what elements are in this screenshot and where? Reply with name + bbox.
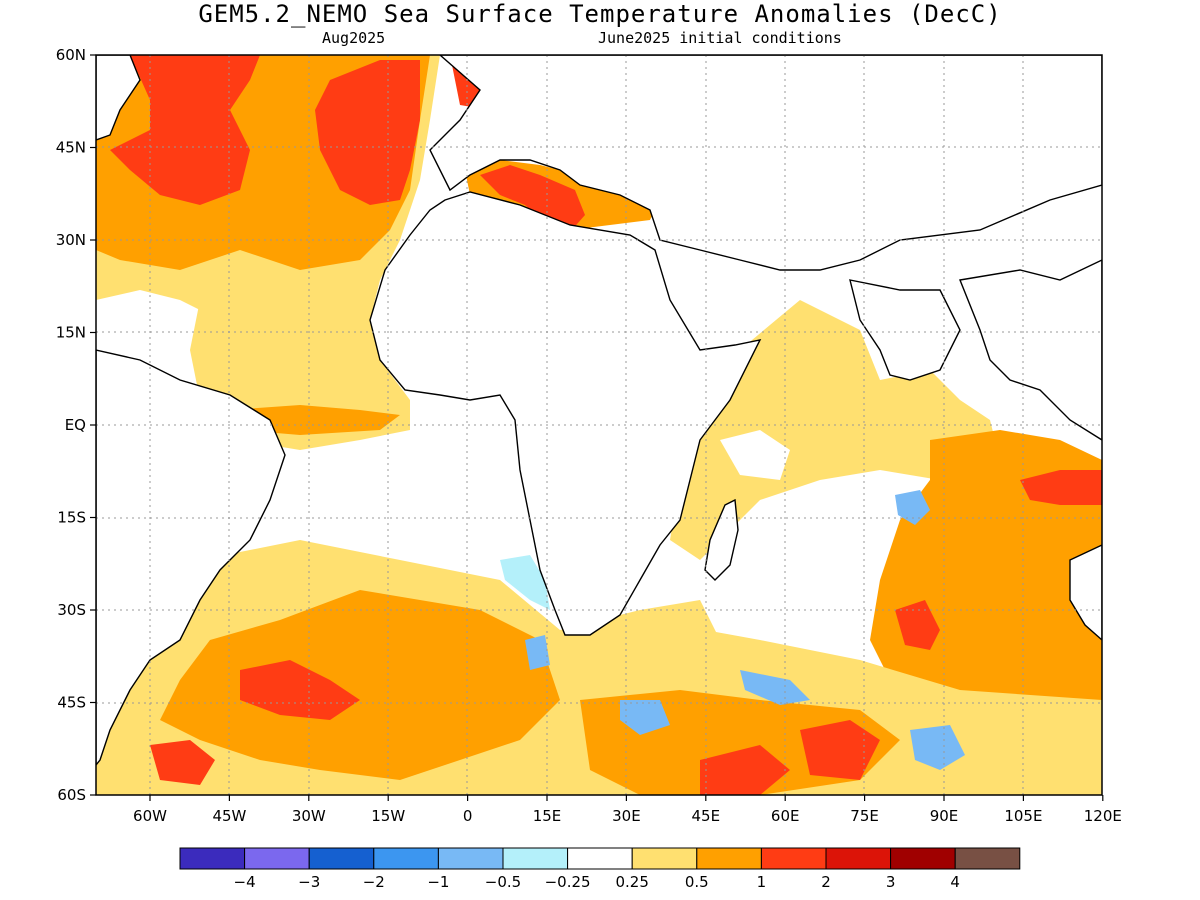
lat-label: 45S bbox=[57, 694, 86, 712]
anomaly-region-n-atlantic-strong-west bbox=[110, 55, 260, 205]
initial-conditions-label: June2025 initial conditions bbox=[598, 29, 842, 47]
lat-label: 45N bbox=[56, 139, 86, 157]
colorbar-label: −2 bbox=[363, 873, 385, 891]
anomaly-region-indonesia-strong bbox=[1020, 470, 1102, 505]
anomaly-region-s-atlantic-strong bbox=[240, 660, 360, 720]
landmass-europe bbox=[429, 55, 1102, 271]
anomaly-field bbox=[96, 55, 1102, 795]
colorbar-swatch bbox=[373, 847, 439, 870]
colorbar-label: −3 bbox=[298, 873, 320, 891]
lon-label: 0 bbox=[463, 807, 473, 825]
colorbar-swatch bbox=[696, 847, 762, 870]
anomaly-region-indian-neg bbox=[895, 490, 930, 525]
lon-label: 90E bbox=[930, 807, 959, 825]
anomaly-region-s-atlantic-mod bbox=[160, 590, 560, 780]
colorbar-swatch bbox=[760, 847, 827, 870]
colorbar-swatch bbox=[502, 847, 569, 870]
colorbar-label: −1 bbox=[427, 873, 449, 891]
lon-label: 60W bbox=[133, 807, 167, 825]
colorbar-swatch bbox=[179, 847, 246, 870]
lon-label: 30W bbox=[292, 807, 326, 825]
anomaly-region-southern-ocean-strong2 bbox=[800, 720, 880, 780]
lat-label: 60N bbox=[56, 46, 86, 64]
lon-label: 120E bbox=[1084, 807, 1122, 825]
lon-label: 105E bbox=[1004, 807, 1042, 825]
lon-label: 60E bbox=[771, 807, 800, 825]
map-title: GEM5.2_NEMO Sea Surface Temperature Anom… bbox=[198, 0, 1002, 28]
lat-label: EQ bbox=[65, 416, 86, 434]
landmass-south-america bbox=[96, 349, 286, 767]
colorbar-label: 1 bbox=[757, 873, 767, 891]
landmass-india bbox=[849, 279, 961, 381]
colorbar-label: 4 bbox=[950, 873, 960, 891]
colorbar-swatch bbox=[825, 847, 892, 870]
lon-label: 30E bbox=[612, 807, 641, 825]
colorbar-swatch bbox=[954, 847, 1021, 870]
colorbar-swatch bbox=[890, 847, 956, 870]
colorbar-label: 2 bbox=[821, 873, 831, 891]
forecast-month: Aug2025 bbox=[322, 29, 386, 47]
colorbar-label: 0.25 bbox=[615, 873, 648, 891]
landmass-north-america bbox=[96, 55, 141, 141]
lat-label: 15N bbox=[56, 324, 86, 342]
colorbar-label: −0.5 bbox=[485, 873, 521, 891]
colorbar-swatch bbox=[437, 847, 504, 870]
lat-label: 30N bbox=[56, 231, 86, 249]
colorbar-label: 0.5 bbox=[685, 873, 709, 891]
lat-label: 60S bbox=[57, 786, 86, 804]
lat-label: 30S bbox=[57, 601, 86, 619]
lon-label: 15W bbox=[371, 807, 405, 825]
anomaly-region-southern-ocean-neg2 bbox=[740, 670, 810, 705]
colorbar-swatch bbox=[244, 847, 310, 870]
lat-label: 15S bbox=[57, 509, 86, 527]
colorbar: −4 −3 −2 −1 −0.5 −0.25 0.25 0.5 1 2 3 4 bbox=[179, 847, 1021, 891]
longitude-axis: 60W 45W 30W 15W 0 15E 30E 45E 60E 75E 90E 105E 120E bbox=[133, 795, 1122, 825]
anomaly-region-indian-trop-white bbox=[720, 430, 790, 480]
colorbar-label: 3 bbox=[886, 873, 896, 891]
anomaly-region-n-atlantic-strong-east bbox=[315, 60, 420, 205]
anomaly-region-s-atlantic-neg bbox=[500, 555, 550, 610]
landmass-madagascar bbox=[704, 498, 739, 581]
lon-label: 75E bbox=[850, 807, 879, 825]
anomaly-region-sw-atlantic-strong bbox=[150, 740, 215, 785]
landmass-australia bbox=[1069, 544, 1102, 641]
latitude-axis: 60N 45N 30N 15N EQ 15S 30S 45S 60S bbox=[56, 46, 96, 804]
anomaly-region-indian-trop-light bbox=[670, 300, 1000, 560]
colorbar-swatch bbox=[631, 847, 698, 870]
lon-label: 15E bbox=[533, 807, 562, 825]
colorbar-swatch bbox=[567, 847, 633, 870]
colorbar-label: −0.25 bbox=[545, 873, 591, 891]
anomaly-region-s-atlantic-neg2 bbox=[525, 635, 550, 670]
anomaly-region-southern-ocean-neg3 bbox=[910, 725, 965, 770]
lon-label: 45E bbox=[692, 807, 721, 825]
landmass-se-asia bbox=[959, 259, 1102, 441]
anomaly-region-e-indian-strong bbox=[895, 600, 940, 650]
anomaly-region-mediterranean-strong bbox=[480, 165, 585, 232]
colorbar-label: −4 bbox=[234, 873, 256, 891]
lon-label: 45W bbox=[212, 807, 246, 825]
colorbar-swatch bbox=[308, 847, 375, 870]
anomaly-region-southern-ocean-neg bbox=[620, 700, 670, 735]
anomaly-region-southern-ocean-strong bbox=[700, 745, 790, 795]
